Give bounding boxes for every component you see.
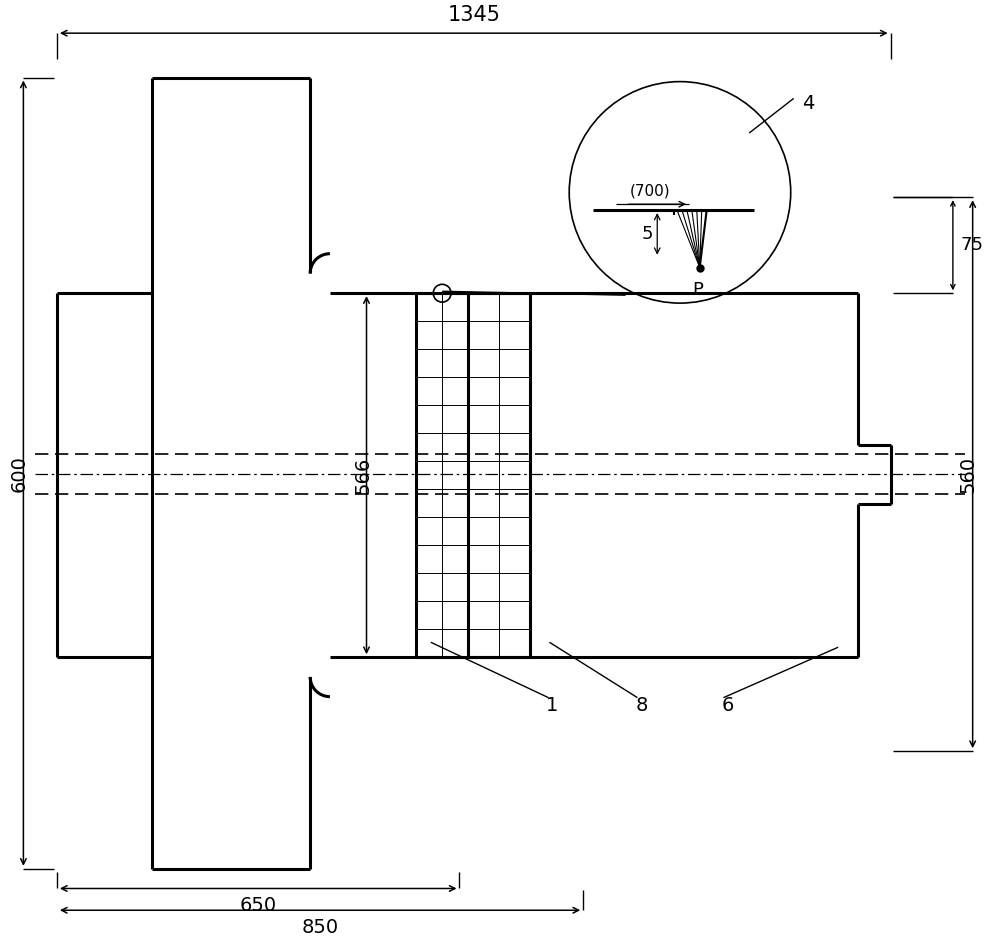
Text: 75: 75	[961, 236, 984, 254]
Text: 566: 566	[353, 457, 372, 494]
Text: 1345: 1345	[447, 6, 500, 25]
Text: P: P	[692, 281, 703, 299]
Text: 560: 560	[958, 456, 977, 493]
Text: 600: 600	[10, 455, 29, 492]
Text: 1: 1	[546, 696, 559, 715]
Text: (700): (700)	[630, 183, 671, 198]
Text: 6: 6	[721, 696, 734, 715]
Text: 5: 5	[642, 225, 653, 243]
Text: 4: 4	[802, 94, 815, 113]
Text: 850: 850	[301, 918, 339, 937]
Text: 8: 8	[635, 696, 648, 715]
Text: 650: 650	[240, 897, 277, 916]
